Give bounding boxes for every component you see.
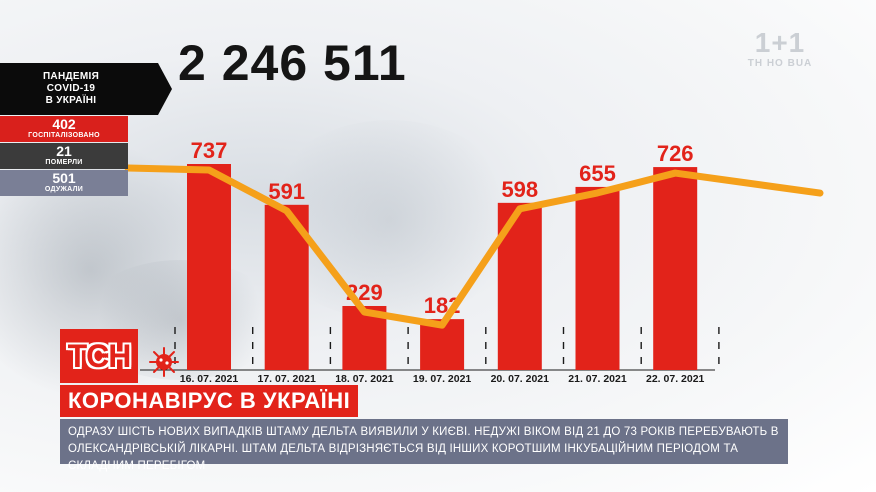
x-tick-label: 20. 07. 2021 <box>491 373 550 385</box>
stat-recovered: 501 ОДУЖАЛИ <box>0 170 128 196</box>
stats-title-line: COVID-19 <box>46 83 96 94</box>
stat-died: 21 ПОМЕРЛИ <box>0 143 128 169</box>
bar-value-label: 737 <box>191 138 228 163</box>
watermark-main: 1+1 <box>754 27 806 58</box>
news-ticker: ОДРАЗУ ШІСТЬ НОВИХ ВИПАДКІВ ШТАМУ ДЕЛЬТА… <box>60 419 788 472</box>
bar <box>653 167 698 370</box>
bar <box>187 164 231 370</box>
stats-title-line: В УКРАЇНІ <box>45 95 97 106</box>
bar-value-label: 598 <box>501 177 538 202</box>
x-tick-label: 16. 07. 2021 <box>180 373 239 385</box>
x-tick-label: 22. 07. 2021 <box>646 373 705 385</box>
tsn-logo: ТСН <box>60 329 138 383</box>
x-tick-label: 21. 07. 2021 <box>568 373 627 385</box>
trend-line <box>124 164 824 329</box>
x-tick-label: 18. 07. 2021 <box>335 373 394 385</box>
watermark-sub: TH HO BUA <box>747 58 813 69</box>
total-cases: 2 246 511 <box>178 35 407 91</box>
stat-label: ПОМЕРЛИ <box>45 159 83 166</box>
virus-icon <box>149 347 179 377</box>
stats-header: ПАНДЕМІЯ COVID-19 В УКРАЇНІ <box>0 63 172 115</box>
stat-label: ГОСПІТАЛІЗОВАНО <box>28 132 100 139</box>
x-tick-label: 19. 07. 2021 <box>413 373 472 385</box>
banner-text: КОРОНАВІРУС В УКРАЇНІ <box>68 388 351 413</box>
stats-title-line: ПАНДЕМІЯ <box>42 71 100 82</box>
channel-watermark: 1+1 TH HO BUA <box>738 28 822 70</box>
stat-value: 402 <box>52 116 76 132</box>
stat-value: 21 <box>56 143 72 159</box>
stat-label: ОДУЖАЛИ <box>44 186 84 193</box>
bar-value-label: 591 <box>268 179 305 204</box>
news-banner: КОРОНАВІРУС В УКРАЇНІ <box>60 385 359 417</box>
logo-text: ТСН <box>67 337 132 374</box>
bar-value-label: 726 <box>657 141 694 166</box>
stat-value: 501 <box>52 170 76 186</box>
x-tick-label: 17. 07. 2021 <box>258 373 317 385</box>
bar <box>575 186 620 370</box>
stat-hospitalized: 402 ГОСПІТАЛІЗОВАНО <box>0 116 128 142</box>
bar-value-label: 655 <box>579 161 616 186</box>
